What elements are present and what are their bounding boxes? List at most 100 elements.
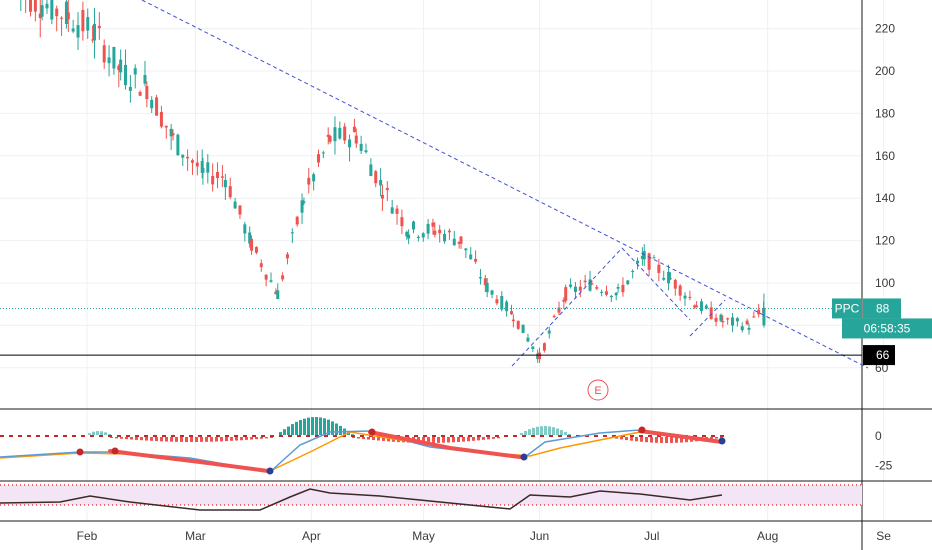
uptrend-line — [511, 247, 623, 367]
osc-hist-bar — [548, 426, 551, 435]
candle-body — [354, 135, 358, 144]
candle-body — [264, 274, 268, 280]
osc-hist-bar — [372, 437, 375, 441]
candle-body — [159, 111, 163, 127]
osc-zero-dash — [297, 435, 301, 437]
candle-body — [621, 284, 625, 293]
candle-body — [673, 279, 677, 289]
time-tick-label: Aug — [757, 529, 778, 543]
osc-zero-dash — [720, 435, 724, 437]
candle-body — [233, 201, 237, 209]
candle-body — [721, 321, 725, 323]
osc-zero-dash — [279, 435, 283, 437]
candle-body — [117, 65, 121, 71]
osc-hist-bar — [240, 437, 243, 441]
osc-hist-bar — [362, 437, 365, 440]
osc-hist-bar — [215, 437, 218, 442]
osc-zero-dash — [432, 435, 436, 437]
osc-hist-bar — [160, 437, 163, 442]
osc-zero-dash — [333, 435, 337, 437]
candle-body — [652, 257, 656, 259]
osc-zero-dash — [639, 435, 643, 437]
candle-body — [328, 136, 332, 142]
osc-hist-bar — [552, 427, 555, 435]
osc-hist-bar — [235, 437, 238, 441]
candle-body — [438, 229, 442, 234]
osc-hist-bar — [150, 437, 153, 441]
osc-zero-dash — [594, 435, 598, 437]
candle-body — [590, 283, 594, 285]
support-badge — [863, 345, 895, 366]
osc-hist-bar — [536, 426, 539, 435]
osc-hist-bar — [710, 437, 713, 440]
candle-body — [385, 187, 389, 191]
candle-body — [542, 343, 546, 351]
price-tick-label: 220 — [875, 22, 895, 36]
candle-body — [636, 260, 640, 264]
candle-body — [352, 126, 356, 132]
candle-body — [259, 263, 263, 268]
osc-zero-dash — [702, 435, 706, 437]
osc-hist-bar — [556, 428, 559, 435]
candle-body — [614, 292, 618, 296]
osc-zero-dash — [81, 435, 85, 437]
price-tick-label: 100 — [875, 276, 895, 290]
candle-body — [683, 295, 687, 299]
candle-body — [124, 64, 128, 86]
osc-hist-bar — [185, 437, 188, 442]
osc-zero-dash — [63, 435, 67, 437]
osc-hist-bar — [377, 437, 380, 441]
osc-hist-bar — [660, 437, 663, 443]
osc-zero-dash — [270, 435, 274, 437]
oscillator — [0, 417, 726, 475]
osc-hist-bar — [335, 423, 338, 435]
osc-hist-bar — [564, 431, 567, 435]
candle-body — [490, 290, 494, 295]
osc-zero-dash — [225, 435, 229, 437]
osc-zero-dash — [603, 435, 607, 437]
candle-body — [464, 248, 468, 251]
osc-hist-bar — [303, 418, 306, 435]
candle-body — [412, 221, 416, 230]
downtrend-line — [141, 0, 869, 369]
osc-hist-bar — [165, 437, 168, 442]
osc-hist-bar — [645, 437, 648, 443]
candle-body — [364, 150, 368, 153]
candle-body — [642, 251, 646, 260]
candle-body — [64, 1, 68, 25]
candle-body — [128, 86, 132, 91]
osc-hist-bar — [432, 437, 435, 443]
candle-body — [238, 205, 242, 215]
time-tick-label: Feb — [77, 529, 98, 543]
osc-hist-bar — [115, 437, 118, 439]
osc-zero-dash — [450, 435, 454, 437]
osc-band-fill — [0, 485, 862, 505]
candle-body — [719, 314, 723, 321]
candle-body — [60, 17, 64, 19]
candle-body — [505, 301, 509, 312]
earnings-marker-circle[interactable] — [587, 379, 609, 401]
osc-hist-bar — [528, 429, 531, 435]
candle-body — [200, 161, 204, 173]
osc-zero-dash — [459, 435, 463, 437]
osc-hist-bar — [357, 437, 360, 439]
osc-hist-bar — [665, 437, 668, 443]
osc-hist-bar — [265, 437, 268, 439]
candle-body — [40, 5, 44, 17]
candle-body — [457, 241, 461, 244]
osc-hist-bar — [331, 421, 334, 435]
candle-body — [206, 162, 210, 173]
osc-hist-bar — [108, 434, 111, 435]
osc-hist-bar — [327, 419, 330, 435]
osc-hist-bar — [260, 437, 263, 439]
osc-zero-dash — [216, 435, 220, 437]
osc-zero-dash — [243, 435, 247, 437]
candle-body — [731, 317, 735, 326]
osc-hist-bar — [140, 437, 143, 441]
osc-zero-dash — [558, 435, 562, 437]
candle-body — [201, 168, 205, 173]
candle-body — [647, 253, 651, 270]
candle-body — [407, 234, 411, 239]
osc-zero-dash — [504, 435, 508, 437]
